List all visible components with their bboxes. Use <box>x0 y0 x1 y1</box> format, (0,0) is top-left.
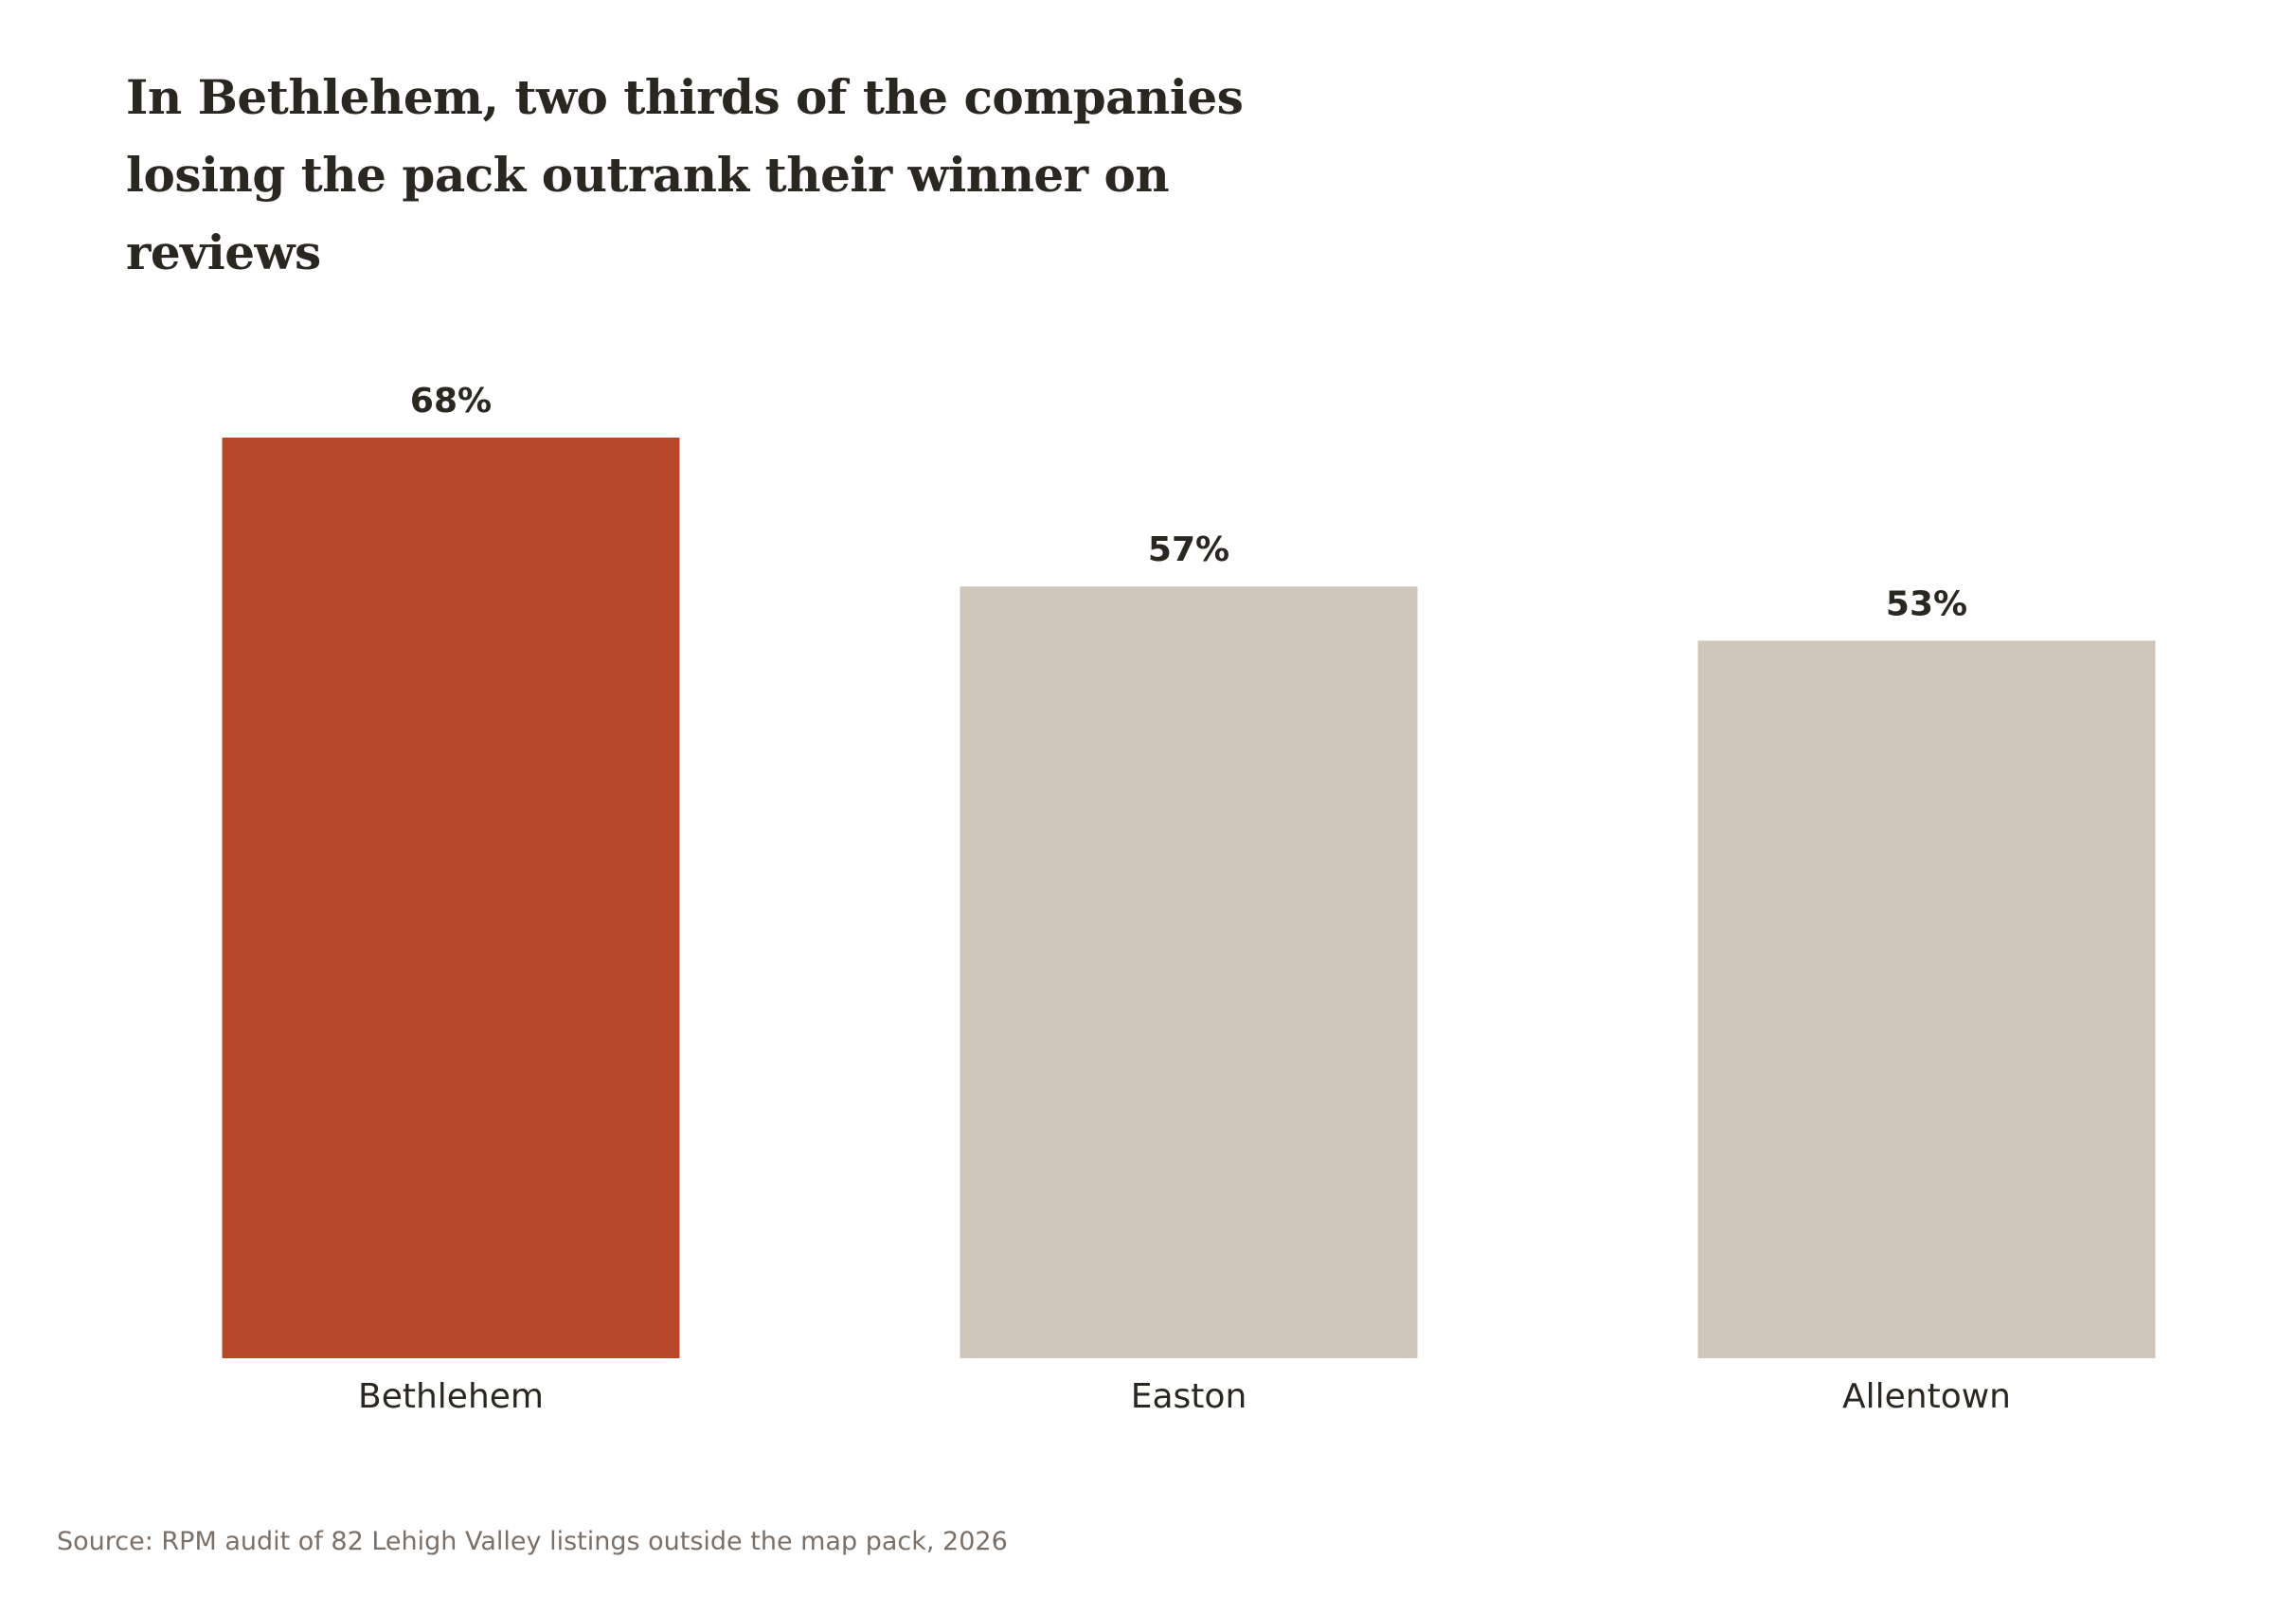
bar-bethlehem <box>222 438 680 1358</box>
bar-allentown <box>1697 640 2156 1358</box>
value-label-bethlehem: 68% <box>410 382 492 421</box>
bar-easton <box>960 586 1418 1358</box>
value-label-easton: 57% <box>1148 530 1229 569</box>
x-tick-label-bethlehem: Bethlehem <box>358 1377 544 1416</box>
bars-group <box>222 438 2156 1358</box>
source-note: Source: RPM audit of 82 Lehigh Valley li… <box>57 1527 1008 1556</box>
x-tick-label-easton: Easton <box>1131 1377 1247 1416</box>
x-tick-label-allentown: Allentown <box>1842 1377 2011 1416</box>
chart-title: In Bethlehem, two thirds of the companie… <box>126 69 1244 280</box>
value-labels-group: 68% 57% 53% <box>410 382 1967 623</box>
x-tick-labels-group: Bethlehem Easton Allentown <box>358 1377 2011 1416</box>
value-label-allentown: 53% <box>1886 584 1967 623</box>
